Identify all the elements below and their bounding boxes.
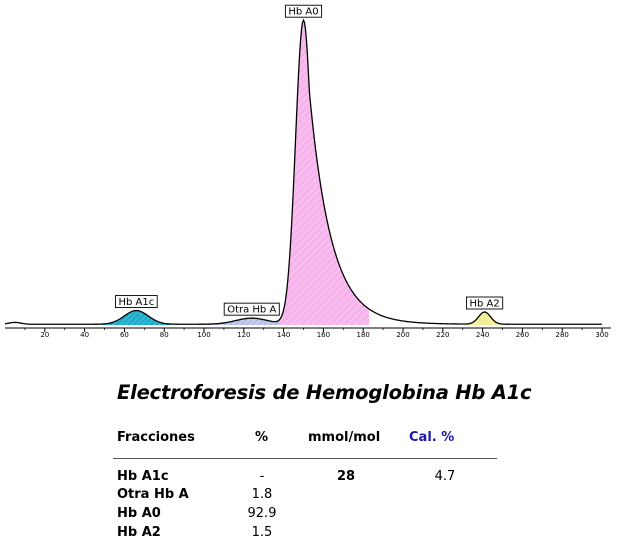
x-tick-label: 300 — [595, 331, 608, 339]
table-row: Hb A0 92.9 — [0, 506, 619, 526]
fraction-percent: - — [259, 469, 265, 484]
peak-label-hb-a2: Hb A2 — [469, 299, 499, 310]
fraction-percent: 1.5 — [251, 525, 273, 540]
x-tick-label: 280 — [556, 331, 569, 339]
header-calibrated-percent: Cal. % — [409, 430, 455, 445]
peak-area-otra-hb-a — [204, 55, 300, 325]
x-tick-label: 40 — [80, 331, 89, 339]
header-percent: % — [255, 430, 269, 445]
x-tick-label: 80 — [160, 331, 169, 339]
peak-label-box — [284, 4, 323, 18]
peak-label-hb-a1c: Hb A1c — [118, 297, 154, 308]
fraction-name: Hb A2 — [117, 525, 161, 540]
report-title: Electroforesis de Hemoglobina Hb A1c — [117, 381, 532, 404]
peak-area-hb-a1c — [100, 310, 173, 325]
x-tick-label: 20 — [40, 331, 49, 339]
table-row: Hb A2 1.5 — [0, 525, 619, 545]
peak-label-box — [466, 296, 504, 310]
peak-area-hb-a0 — [279, 20, 370, 326]
fraction-percent: 1.8 — [251, 487, 273, 502]
x-tick-label: 60 — [120, 331, 129, 339]
fraction-mmol: 28 — [336, 469, 356, 484]
fraction-percent: 92.9 — [247, 506, 277, 521]
peak-area-hb-a2 — [466, 312, 503, 325]
x-tick-label: 100 — [197, 331, 210, 339]
header-mmol: mmol/mol — [308, 430, 381, 445]
peak-label-hb-a0: Hb A0 — [288, 7, 318, 18]
fraction-name: Hb A1c — [117, 469, 169, 484]
x-tick-label: 140 — [277, 331, 290, 339]
x-tick-label: 120 — [237, 331, 250, 339]
x-tick-label: 160 — [317, 331, 330, 339]
table-header-rule — [113, 458, 497, 459]
fraction-cal: 4.7 — [434, 469, 456, 484]
electrophoresis-chart: 20 40 60 80 100 120 140 160 180 200 220 240 260 280 30… — [4, 4, 611, 339]
x-tick-label: 180 — [357, 331, 370, 339]
densitometry-curve — [4, 18, 602, 325]
table-row: Hb A1c - 28 4.7 — [0, 469, 619, 489]
table-row: Otra Hb A 1.8 — [0, 487, 619, 507]
fraction-name: Hb A0 — [117, 506, 161, 521]
header-fractions: Fracciones — [117, 430, 195, 445]
peak-label-box — [223, 302, 280, 316]
x-tick-label: 220 — [436, 331, 449, 339]
peak-label-otra-hb-a: Otra Hb A — [227, 305, 276, 316]
x-tick-label: 240 — [476, 331, 489, 339]
x-tick-label: 260 — [516, 331, 529, 339]
peak-label-box — [115, 295, 158, 309]
fraction-name: Otra Hb A — [117, 487, 189, 502]
x-tick-label: 200 — [396, 331, 409, 339]
